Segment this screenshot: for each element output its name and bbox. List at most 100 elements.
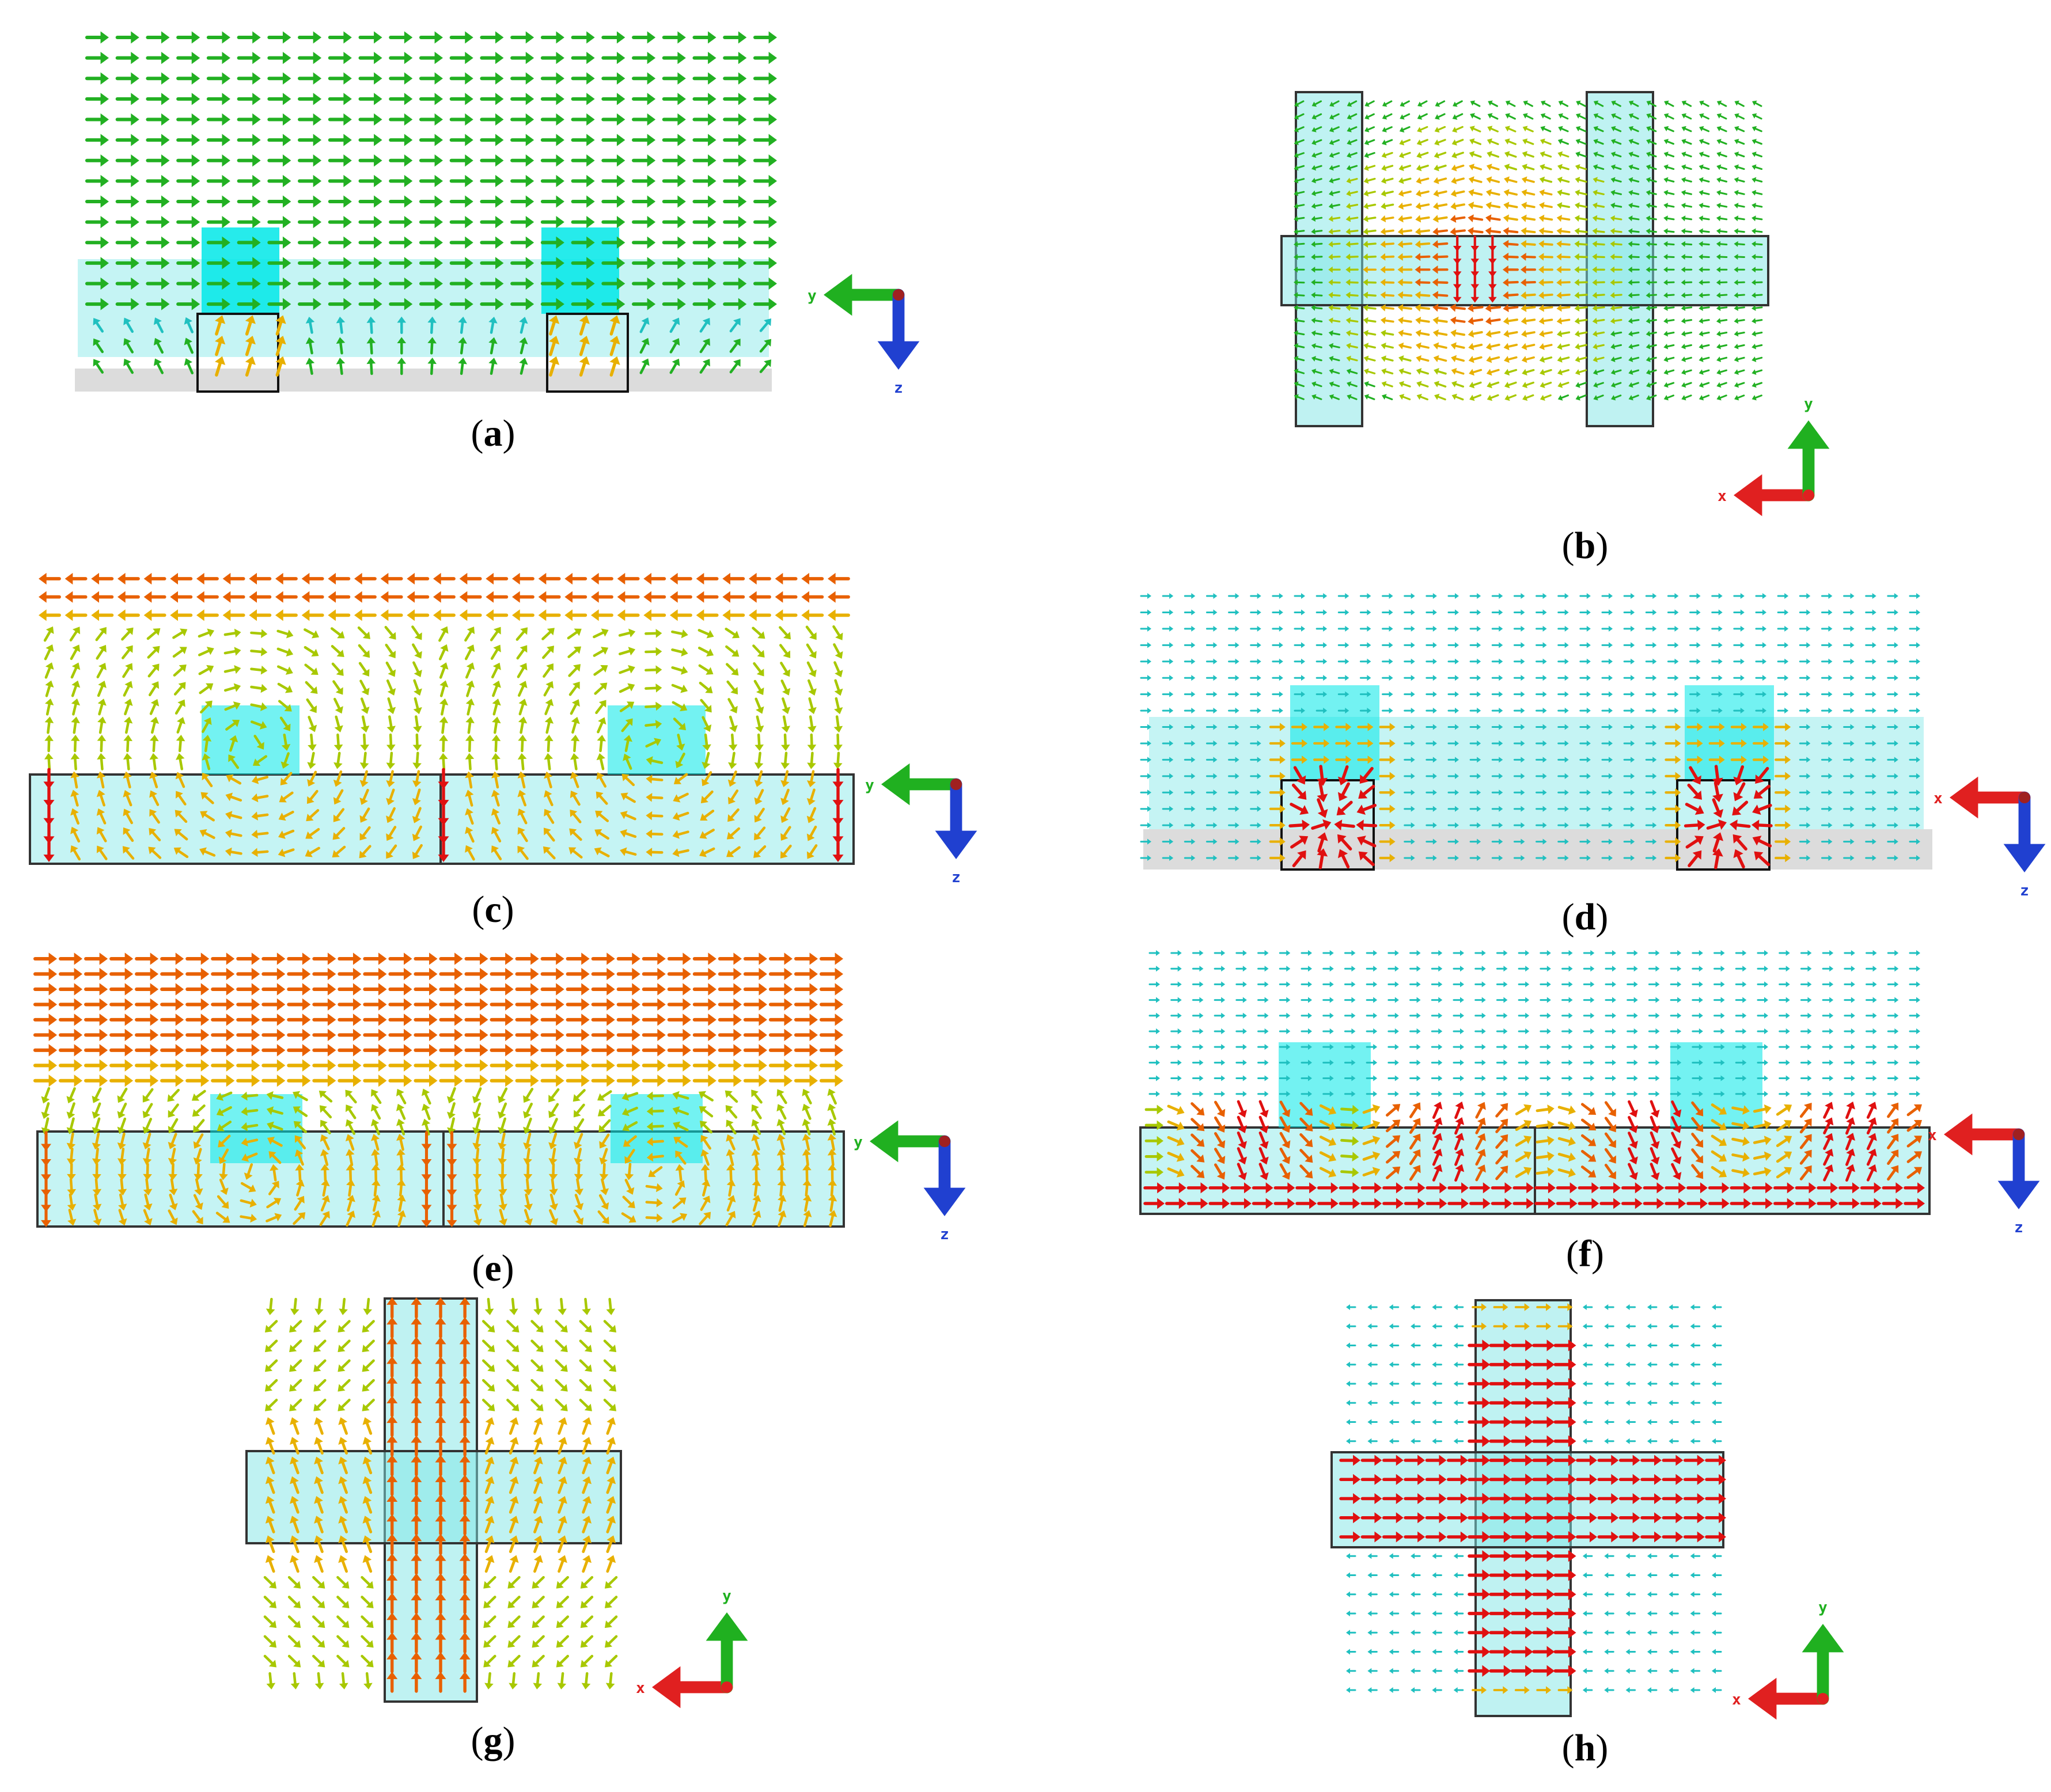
field-arrow <box>1822 1060 1834 1066</box>
field-arrow <box>1485 214 1501 222</box>
field-arrow <box>1451 393 1464 401</box>
field-arrow <box>743 1028 767 1041</box>
field-arrow <box>1539 176 1553 184</box>
field-arrow <box>176 72 200 85</box>
field-arrow <box>1411 1304 1421 1310</box>
field-arrow <box>1645 609 1657 616</box>
field-arrow <box>1887 1012 1899 1019</box>
field-arrow <box>185 967 210 981</box>
field-arrow <box>1779 1060 1790 1066</box>
field-arrow <box>307 751 316 769</box>
field-arrow <box>1311 343 1322 349</box>
field-arrow <box>1453 1381 1464 1387</box>
field-arrow <box>1593 369 1605 375</box>
field-arrow <box>135 1044 159 1057</box>
field-arrow <box>1503 343 1518 351</box>
field-arrow <box>1628 241 1640 247</box>
field-arrow <box>1625 1438 1636 1444</box>
field-arrow <box>1648 1091 1660 1097</box>
field-arrow <box>1751 292 1763 298</box>
field-arrow <box>143 591 166 603</box>
field-arrow <box>1345 291 1359 299</box>
field-arrow <box>1734 305 1745 312</box>
field-arrow <box>1646 343 1657 350</box>
field-arrow <box>412 825 422 841</box>
field-arrow <box>1381 394 1393 400</box>
field-arrow <box>1777 658 1789 665</box>
field-arrow <box>336 1654 350 1668</box>
field-arrow <box>807 715 817 733</box>
field-arrow <box>97 698 107 716</box>
field-arrow <box>1592 227 1605 235</box>
field-arrow <box>544 771 553 789</box>
field-arrow <box>339 1672 348 1690</box>
field-arrow <box>591 609 613 621</box>
field-arrow <box>1557 1105 1576 1115</box>
field-arrow <box>1469 369 1483 376</box>
field-arrow <box>1381 381 1393 388</box>
field-arrow <box>667 952 691 965</box>
field-arrow <box>1866 1091 1877 1097</box>
field-arrow <box>571 93 595 105</box>
field-arrow <box>579 1379 592 1392</box>
field-arrow <box>749 572 771 585</box>
field-arrow <box>358 154 382 167</box>
field-arrow <box>1556 317 1571 325</box>
field-arrow <box>480 174 504 188</box>
field-arrow <box>1468 343 1483 351</box>
field-arrow <box>412 643 422 659</box>
field-arrow <box>1452 126 1464 133</box>
field-arrow <box>755 733 764 751</box>
field-arrow <box>236 983 260 996</box>
field-arrow <box>1711 658 1723 665</box>
field-arrow <box>532 1596 545 1608</box>
field-arrow <box>70 826 81 843</box>
field-arrow <box>1628 151 1639 158</box>
field-arrow <box>1574 253 1588 261</box>
field-arrow <box>1491 625 1503 632</box>
field-arrow <box>1228 724 1239 730</box>
field-arrow <box>662 195 686 208</box>
field-arrow <box>1522 164 1535 170</box>
substrate-block <box>36 1130 845 1228</box>
field-arrow <box>1536 675 1547 681</box>
field-arrow <box>1409 981 1421 988</box>
field-arrow <box>388 1059 412 1072</box>
field-arrow <box>338 998 362 1011</box>
field-arrow <box>1711 625 1723 632</box>
field-arrow <box>1757 1028 1768 1034</box>
field-arrow <box>725 628 740 639</box>
field-arrow <box>1416 164 1429 172</box>
field-arrow <box>267 154 291 167</box>
field-arrow <box>1734 164 1745 170</box>
field-arrow <box>211 1059 235 1072</box>
field-arrow <box>1751 394 1762 401</box>
field-arrow <box>304 663 319 675</box>
field-arrow <box>1366 950 1378 956</box>
field-arrow <box>1170 1044 1182 1050</box>
field-arrow <box>439 698 449 716</box>
axis-label-vertical: y <box>1804 396 1813 413</box>
field-arrow <box>1582 1611 1593 1616</box>
field-arrow <box>1843 691 1855 697</box>
field-arrow <box>1504 138 1517 145</box>
field-arrow <box>1496 1028 1508 1034</box>
field-arrow <box>601 174 625 188</box>
field-arrow <box>1491 609 1503 616</box>
field-arrow <box>1250 593 1261 599</box>
field-arrow <box>1521 227 1536 236</box>
field-arrow <box>1389 1668 1400 1674</box>
field-arrow <box>1909 658 1920 665</box>
field-arrow <box>639 358 650 374</box>
field-arrow <box>1432 252 1449 261</box>
field-arrow <box>1485 202 1501 210</box>
field-arrow <box>1755 658 1766 665</box>
field-arrow <box>275 315 286 336</box>
field-arrow <box>1453 1649 1464 1655</box>
field-arrow <box>1843 708 1855 714</box>
field-arrow <box>702 716 712 732</box>
field-arrow <box>237 236 261 249</box>
field-arrow <box>1681 113 1692 120</box>
field-arrow <box>176 277 200 290</box>
field-arrow <box>109 1075 134 1087</box>
